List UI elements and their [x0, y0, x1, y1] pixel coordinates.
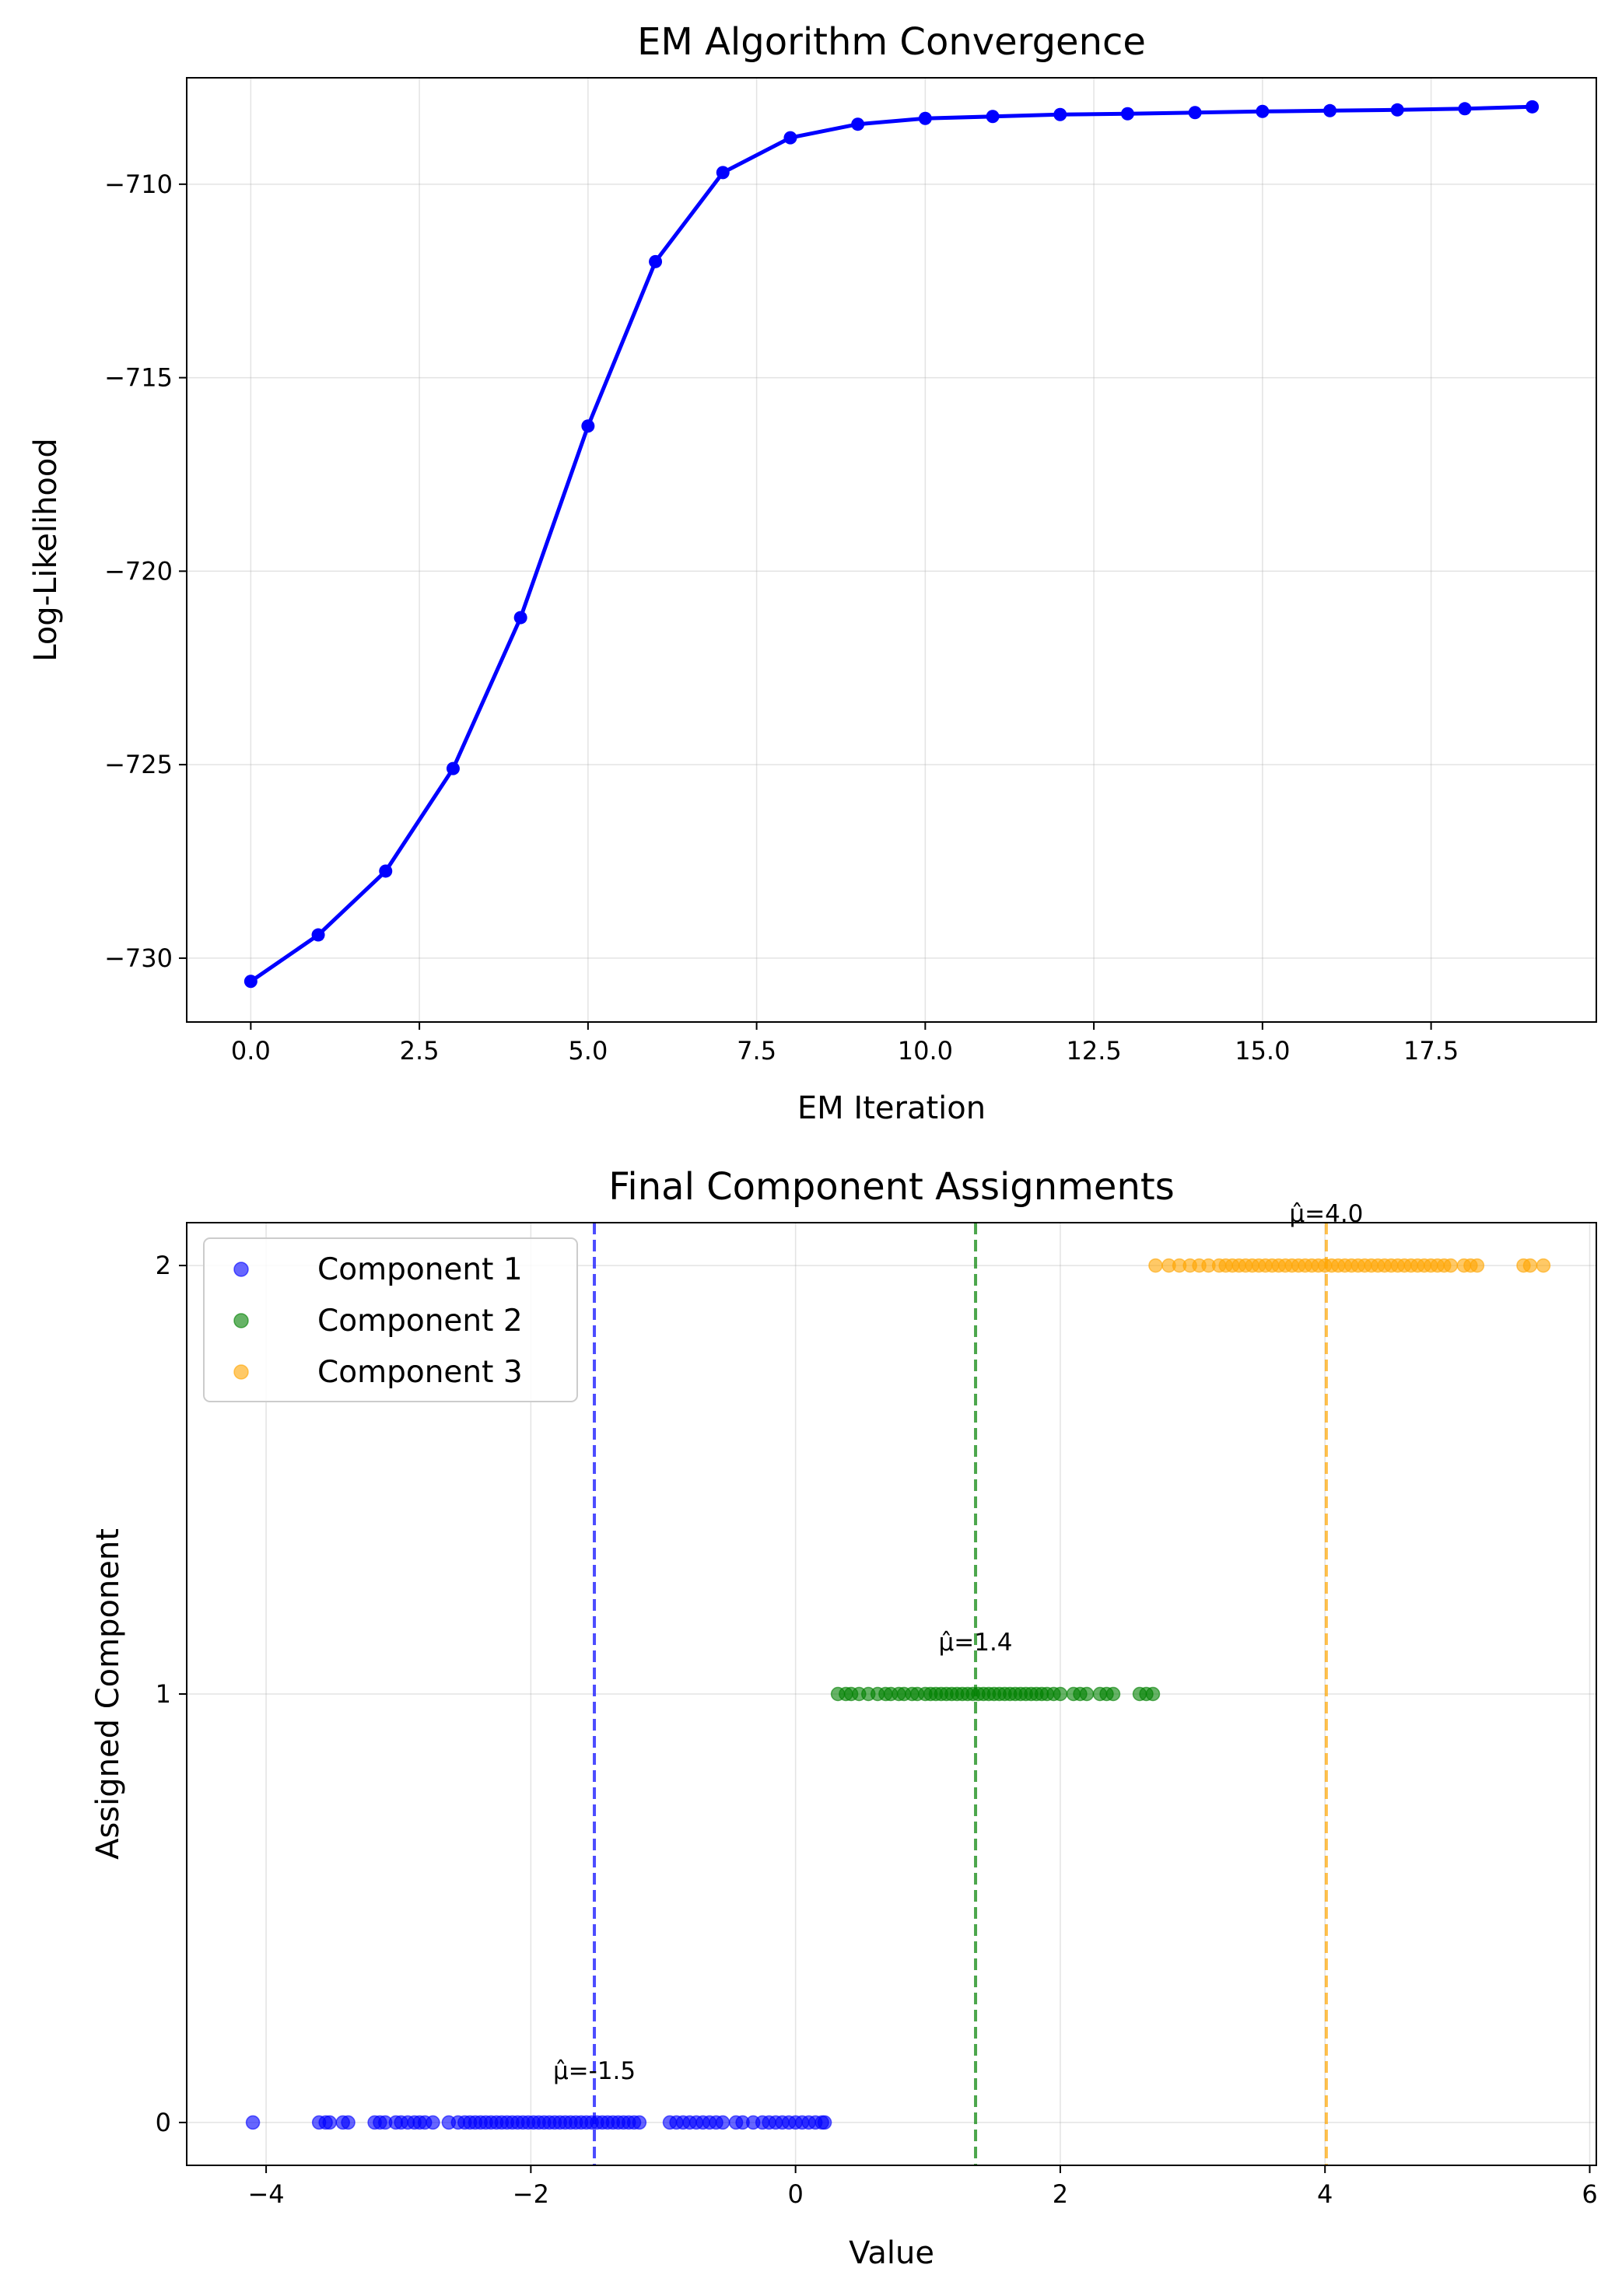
assignment-point	[632, 2115, 647, 2130]
assignment-point	[1105, 1686, 1121, 1702]
assignments-y-tick-label: 0	[156, 2108, 171, 2137]
convergence-point	[1526, 100, 1540, 114]
convergence-point	[716, 166, 730, 180]
convergence-x-tick-label: 17.5	[1403, 1036, 1459, 1066]
assignment-point	[1536, 1258, 1551, 1273]
convergence-x-tick-label: 7.5	[737, 1036, 776, 1066]
assignments-x-tick-label: 4	[1317, 2179, 1333, 2209]
assignment-point	[1053, 1686, 1068, 1702]
assignments-y-label: Assigned Component	[90, 1528, 126, 1860]
assignment-point	[322, 2115, 338, 2130]
legend-label: Component 3	[317, 1355, 523, 1390]
assignment-point	[1470, 1258, 1485, 1273]
convergence-plot: 0.0 2.5 5.0 7.5 10.0 12.5 15.0 17.5 −710 −715 −72…	[28, 20, 1597, 1126]
convergence-point	[513, 611, 527, 625]
convergence-y-tick-label: −710	[104, 170, 173, 199]
convergence-point	[311, 928, 325, 942]
convergence-grid	[187, 78, 1596, 1022]
mean-annotation: μ̂=4.0	[1289, 1200, 1363, 1228]
convergence-point	[1053, 107, 1067, 121]
assignments-y-tick-label: 2	[156, 1251, 171, 1280]
assignments-y-ticks: 0 1 2	[156, 1251, 187, 2137]
assignments-plot: μ̂=-1.5 μ̂=1.4 μ̂=4.0 −4 −2 0 2 4 6 0 1 2 Compone…	[90, 1165, 1598, 2271]
convergence-point	[1256, 104, 1270, 118]
convergence-x-tick-label: 12.5	[1066, 1036, 1121, 1066]
assignment-point	[245, 2115, 261, 2130]
legend-box	[203, 1237, 578, 1402]
convergence-line	[249, 104, 1533, 983]
convergence-point	[1188, 106, 1202, 120]
mean-annotation: μ̂=1.4	[939, 1629, 1013, 1657]
assignment-point	[1145, 1686, 1161, 1702]
convergence-point	[851, 117, 865, 131]
convergence-title: EM Algorithm Convergence	[637, 20, 1146, 64]
assignments-series	[245, 1258, 1551, 2130]
convergence-y-ticks: −710 −715 −720 −725 −730	[104, 170, 187, 973]
assignments-title: Final Component Assignments	[608, 1165, 1174, 1209]
convergence-point	[649, 254, 663, 268]
assignment-point	[426, 2115, 440, 2130]
assignments-x-tick-label: 6	[1582, 2179, 1597, 2209]
convergence-x-tick-label: 5.0	[568, 1036, 608, 1066]
convergence-series	[243, 100, 1540, 989]
convergence-point	[1323, 103, 1337, 117]
assignments-x-tick-label: 2	[1053, 2179, 1068, 2209]
legend-marker	[233, 1313, 249, 1328]
convergence-plot-frame	[186, 77, 1597, 1023]
assignment-point	[1443, 1258, 1459, 1273]
convergence-y-tick-label: −715	[104, 363, 173, 393]
assignments-x-tick-label: 0	[787, 2179, 803, 2209]
convergence-point	[783, 131, 797, 145]
convergence-x-tick-label: 2.5	[400, 1036, 440, 1066]
convergence-x-label: EM Iteration	[797, 1090, 986, 1126]
convergence-x-tick-label: 0.0	[231, 1036, 271, 1066]
convergence-point	[918, 111, 932, 125]
legend-label: Component 2	[317, 1304, 523, 1339]
assignment-point	[1522, 1258, 1538, 1273]
convergence-y-tick-label: −730	[104, 943, 173, 973]
convergence-y-label: Log-Likelihood	[28, 438, 64, 662]
convergence-point	[986, 110, 1000, 124]
legend-marker	[233, 1364, 249, 1380]
convergence-point	[1458, 102, 1472, 116]
convergence-point	[379, 864, 393, 878]
legend-label: Component 1	[317, 1252, 523, 1287]
assignment-point	[341, 2115, 356, 2130]
assignments-mean-lines: μ̂=-1.5 μ̂=1.4 μ̂=4.0	[553, 1200, 1363, 2165]
assignments-legend: Component 1 Component 2 Component 3	[203, 1237, 578, 1402]
assignments-x-label: Value	[849, 2235, 934, 2271]
mean-annotation: μ̂=-1.5	[553, 2057, 636, 2085]
convergence-point	[243, 975, 257, 989]
assignment-point	[817, 2115, 832, 2130]
assignments-y-tick-label: 1	[156, 1679, 171, 1709]
convergence-point	[446, 761, 460, 775]
assignments-x-tick-label: −2	[513, 2179, 549, 2209]
convergence-x-tick-label: 10.0	[898, 1036, 953, 1066]
assignment-point	[1079, 1686, 1095, 1702]
assignments-x-tick-label: −4	[247, 2179, 284, 2209]
assignments-x-ticks: −4 −2 0 2 4 6	[247, 2165, 1598, 2209]
convergence-point	[581, 419, 595, 433]
convergence-point	[1390, 103, 1404, 117]
legend-marker	[233, 1262, 249, 1277]
convergence-point	[1120, 107, 1134, 121]
convergence-x-ticks: 0.0 2.5 5.0 7.5 10.0 12.5 15.0 17.5	[231, 1022, 1459, 1066]
convergence-y-tick-label: −725	[104, 750, 173, 779]
assignment-point	[1148, 1258, 1163, 1273]
assignment-point	[715, 2115, 730, 2130]
convergence-y-tick-label: −720	[104, 556, 173, 586]
convergence-x-tick-label: 15.0	[1235, 1036, 1290, 1066]
